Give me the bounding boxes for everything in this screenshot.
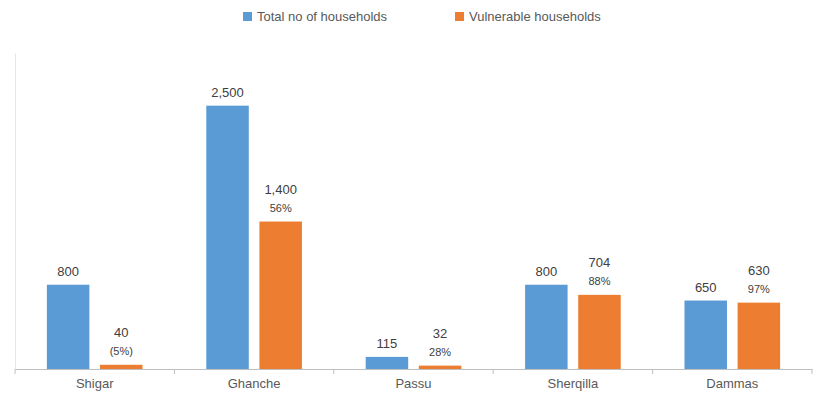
category-divider <box>493 369 494 374</box>
bar <box>525 285 568 369</box>
data-label: 800 <box>57 264 79 279</box>
bar <box>684 301 727 369</box>
chart: Shigar Ghanche Passu Sherqilla Dammas 800 2,50… <box>0 0 827 407</box>
x-tick: Sherqilla <box>548 369 599 391</box>
data-label: 1,400 <box>264 182 297 197</box>
y-axis <box>15 54 16 370</box>
data-labels: 800 2,500 115 800 650 40 (5%) 1,400 56% 32 28% 704 8… <box>57 85 770 358</box>
x-axis-line <box>16 369 813 370</box>
percent-label: 97% <box>748 283 770 295</box>
data-label: 704 <box>589 255 611 270</box>
x-tick-label: Shigar <box>76 376 114 391</box>
bars <box>47 106 780 369</box>
bar <box>738 303 781 369</box>
category-divider <box>812 369 813 374</box>
x-axis: Shigar Ghanche Passu Sherqilla Dammas <box>15 369 813 391</box>
bar <box>578 295 621 369</box>
x-tick: Dammas <box>706 369 759 391</box>
percent-label: 56% <box>270 202 292 214</box>
percent-label: 88% <box>588 275 610 287</box>
x-tick-label: Dammas <box>706 376 759 391</box>
legend: Total no of households Vulnerable househo… <box>243 9 601 24</box>
legend-label: Vulnerable households <box>469 9 601 24</box>
bar <box>47 285 90 369</box>
bar <box>100 365 143 369</box>
y-axis-line <box>15 54 16 370</box>
x-tick-label: Passu <box>395 376 431 391</box>
bar <box>259 222 302 369</box>
data-label: 32 <box>433 326 447 341</box>
data-label: 650 <box>695 280 717 295</box>
bar <box>206 106 249 369</box>
data-label: 630 <box>748 263 770 278</box>
x-tick: Shigar <box>76 369 114 391</box>
legend-item: Vulnerable households <box>455 9 601 24</box>
data-label: 115 <box>377 336 398 351</box>
legend-swatch <box>455 12 464 21</box>
category-divider <box>15 369 16 374</box>
plot: Shigar Ghanche Passu Sherqilla Dammas 800 2,50… <box>15 54 813 392</box>
data-label: 800 <box>535 264 557 279</box>
data-label: 40 <box>114 325 128 340</box>
data-label: 2,500 <box>211 85 244 100</box>
legend-item: Total no of households <box>243 9 388 24</box>
bar <box>419 366 462 369</box>
x-tick-label: Ghanche <box>228 376 281 391</box>
x-tick: Passu <box>395 369 431 391</box>
percent-label: 28% <box>429 346 451 358</box>
category-divider <box>652 369 653 374</box>
legend-label: Total no of households <box>257 9 388 24</box>
x-tick-label: Sherqilla <box>548 376 599 391</box>
category-divider <box>333 369 334 374</box>
bar <box>366 357 409 369</box>
legend-swatch <box>243 12 252 21</box>
category-divider <box>174 369 175 374</box>
x-tick: Ghanche <box>228 369 281 391</box>
percent-label: (5%) <box>110 345 133 357</box>
